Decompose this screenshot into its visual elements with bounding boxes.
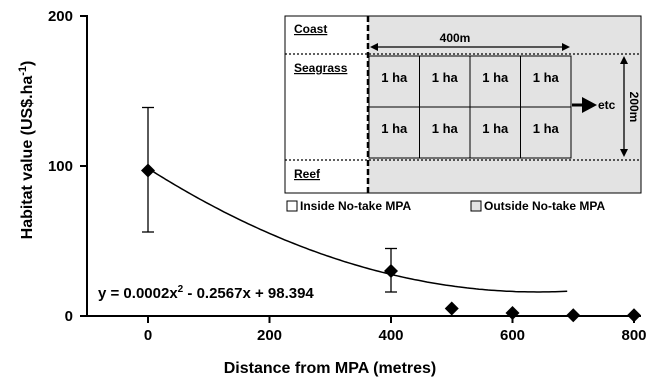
x-tick-label: 800 (621, 327, 646, 344)
equation-part1: y = 0.0002x (98, 285, 178, 302)
inset-diagram: Coast Seagrass Reef 400m 200m 1 ha 1 ha 1 … (284, 15, 642, 194)
y-ticks: 0 100 200 (48, 8, 87, 325)
etc-label: etc (598, 98, 616, 112)
legend: Inside No-take MPA Outside No-take MPA (286, 199, 605, 213)
legend-outside-swatch (470, 200, 482, 212)
height-arrow-top-head (620, 56, 628, 64)
legend-inside-text: Inside No-take MPA (300, 199, 411, 213)
x-ticks: 0 200 400 600 800 (144, 316, 647, 344)
data-point (505, 306, 520, 320)
hectare-cell-label: 1 ha (533, 121, 560, 136)
y-tick-label: 0 (65, 308, 73, 325)
width-arrow-left-head (370, 43, 378, 51)
hectare-cell-label: 1 ha (432, 121, 459, 136)
y-axis-title-close: ) (19, 61, 36, 66)
y-axis-title-sup: -1 (17, 66, 29, 76)
trendline (147, 167, 568, 293)
etc-arrow-head (582, 97, 597, 113)
y-axis-title-main: Habitat value (US$.ha (19, 76, 36, 240)
width-label: 400m (440, 31, 471, 45)
hectare-cell-label: 1 ha (432, 70, 459, 85)
inset-border (284, 15, 642, 194)
data-point (444, 301, 459, 316)
height-label: 200m (627, 92, 641, 123)
data-point (566, 308, 581, 323)
hectare-cell-label: 1 ha (381, 121, 408, 136)
x-tick-label: 400 (378, 327, 403, 344)
y-tick-label: 100 (48, 158, 73, 175)
x-axis-title: Distance from MPA (metres) (224, 360, 437, 377)
data-points (141, 163, 641, 323)
hectare-cell-label: 1 ha (381, 70, 408, 85)
data-point (627, 308, 641, 323)
equation-part2: - 0.2567x + 98.394 (183, 285, 314, 302)
x-tick-label: 600 (500, 327, 525, 344)
hectare-cell-label: 1 ha (533, 70, 560, 85)
y-tick-label: 200 (48, 8, 73, 25)
hectare-grid: 1 ha 1 ha 1 ha 1 ha 1 ha 1 ha 1 ha 1 ha (368, 55, 572, 159)
hectare-cell-label: 1 ha (482, 121, 509, 136)
x-tick-label: 200 (257, 327, 282, 344)
reef-label: Reef (294, 167, 321, 181)
hectare-cell (520, 106, 572, 159)
x-tick-label: 0 (144, 327, 152, 344)
height-arrow-bottom-head (620, 149, 628, 157)
data-point (141, 163, 155, 178)
coast-label: Coast (294, 22, 327, 36)
width-arrow-right-head (562, 43, 570, 51)
data-point (384, 264, 398, 278)
seagrass-label: Seagrass (294, 61, 348, 75)
legend-inside-swatch (286, 200, 298, 212)
legend-outside-text: Outside No-take MPA (484, 199, 605, 213)
y-axis-title: Habitat value (US$.ha-1) (17, 61, 36, 240)
equation-sup: 2 (178, 284, 184, 295)
hectare-cell-label: 1 ha (482, 70, 509, 85)
trendline-equation: y = 0.0002x2 - 0.2567x + 98.394 (98, 284, 314, 302)
